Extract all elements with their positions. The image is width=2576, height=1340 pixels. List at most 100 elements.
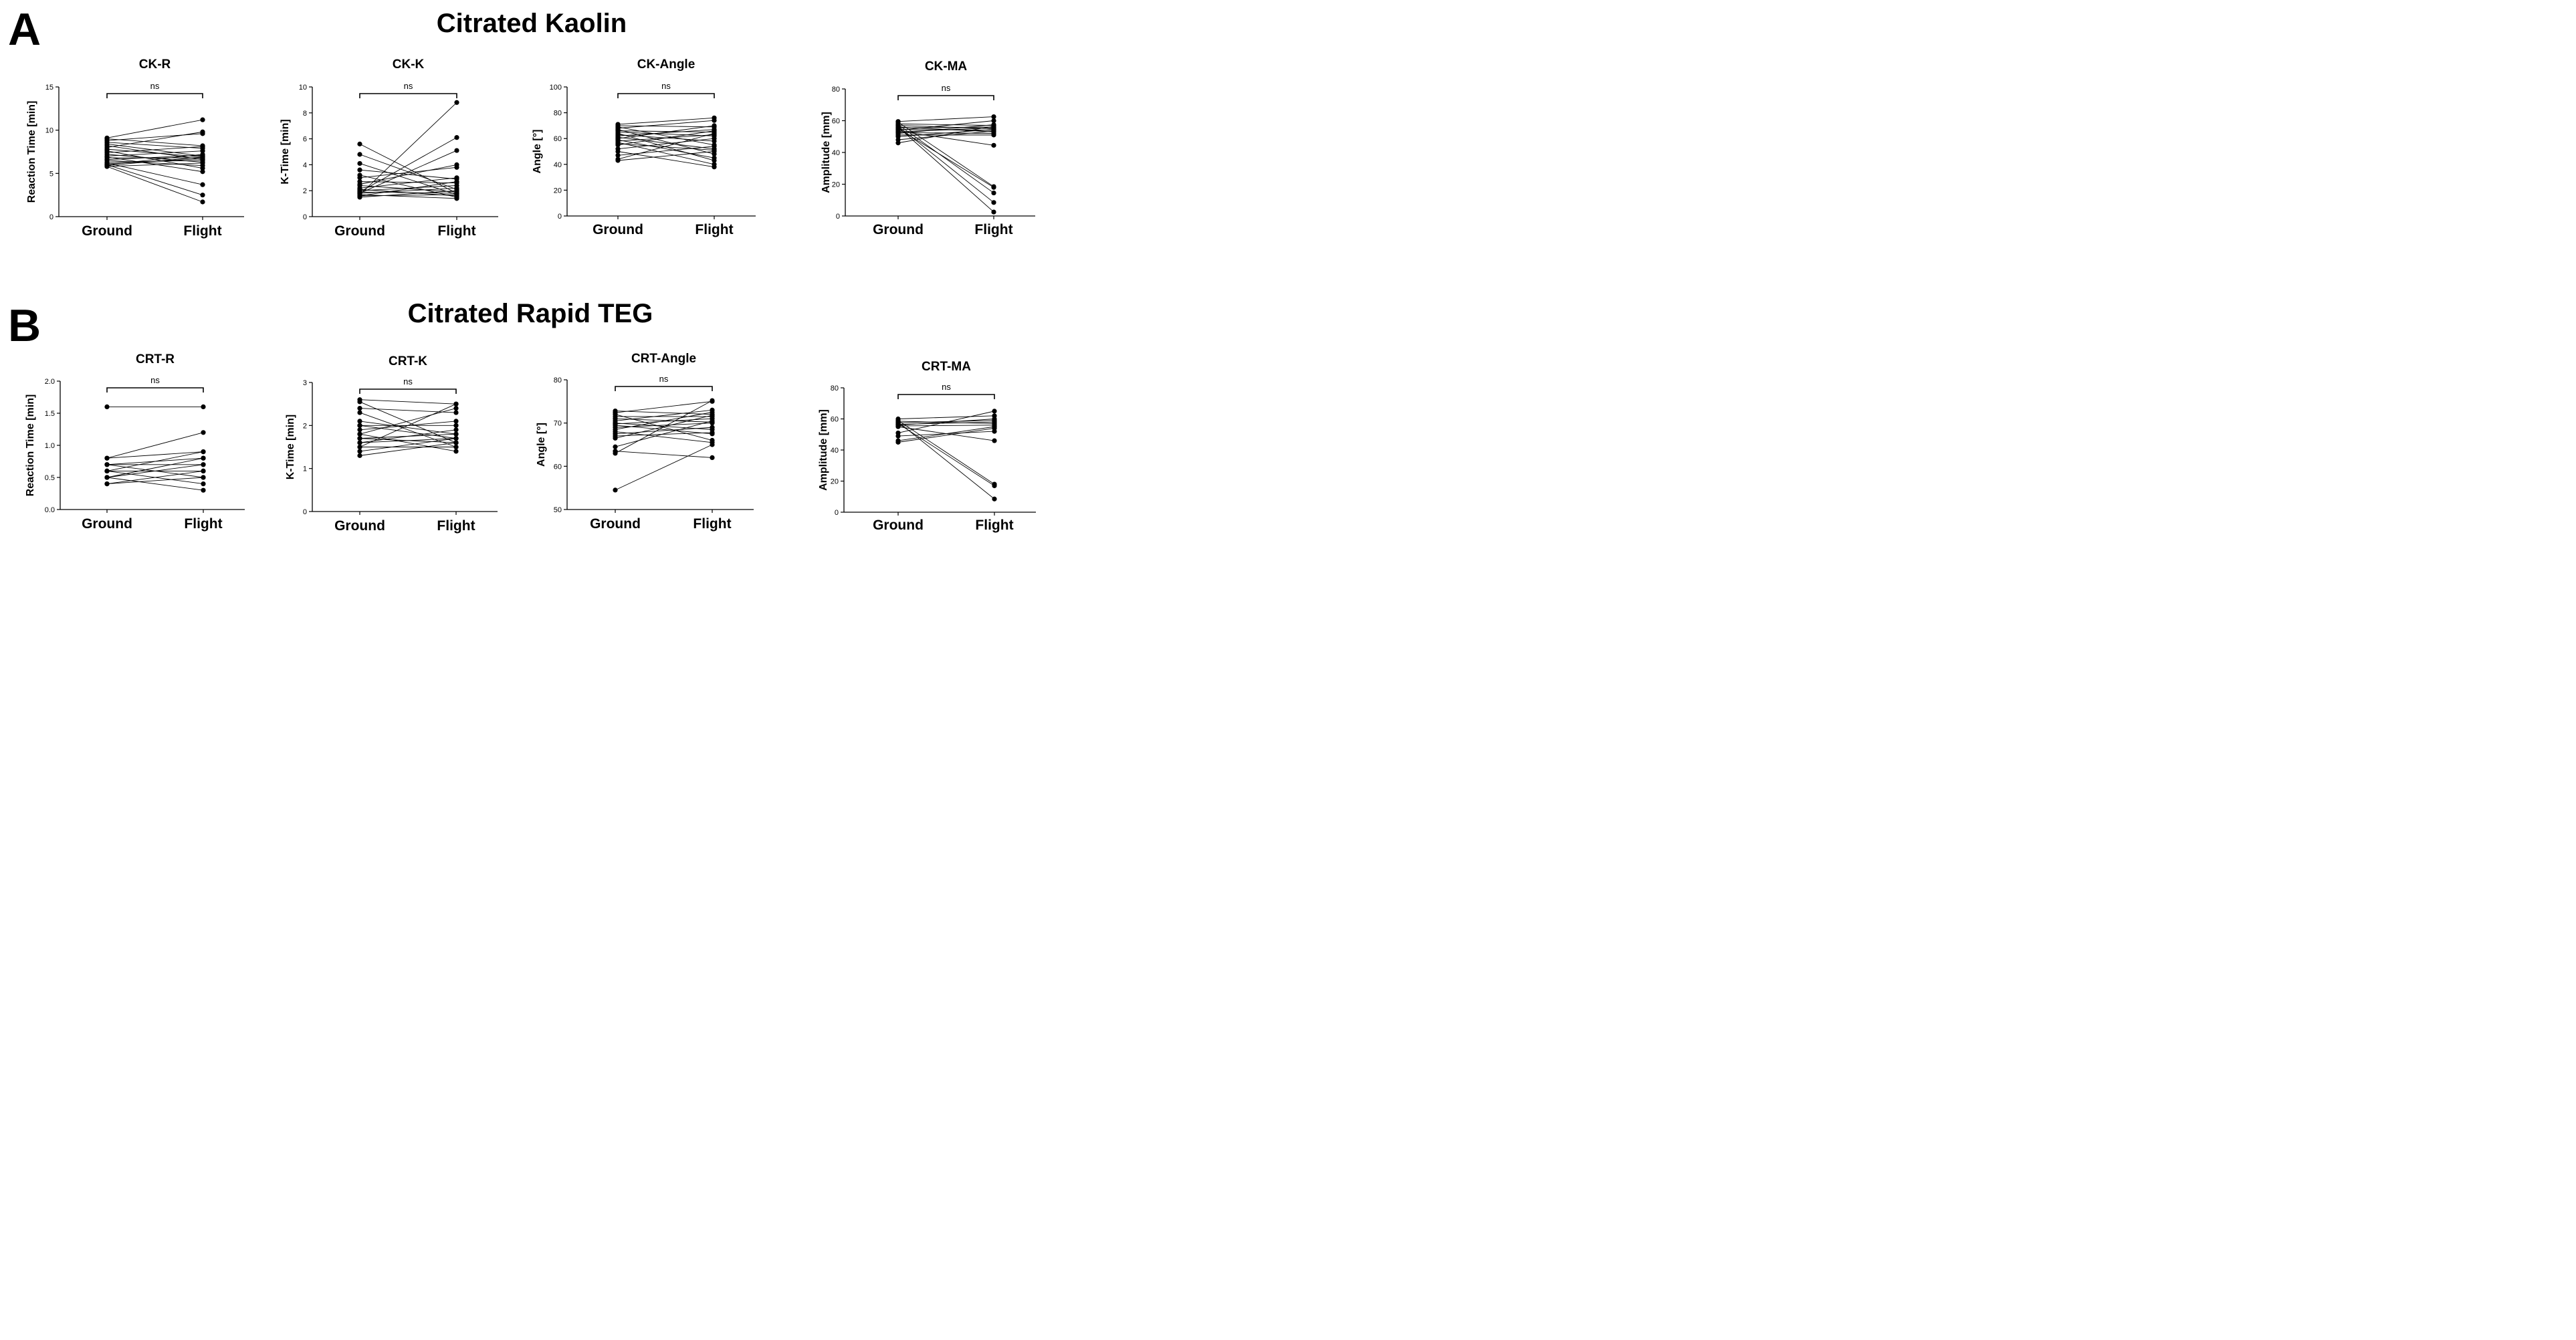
- y-tick-label: 4: [303, 161, 307, 169]
- flight-point: [200, 199, 205, 205]
- y-tick-label: 20: [832, 181, 840, 189]
- paired-line: [106, 477, 204, 485]
- figure: A Citrated Kaolin B Citrated Rapid TEG 0…: [8, 4, 1036, 534]
- ground-point: [895, 439, 901, 445]
- paired-line: [359, 163, 457, 195]
- y-axis-label: Angle [°]: [536, 423, 547, 467]
- paired-line: [617, 143, 715, 151]
- y-axis-label: Angle [°]: [532, 130, 543, 174]
- paired-line: [359, 438, 457, 452]
- flight-point: [712, 123, 717, 128]
- paired-line: [617, 146, 715, 156]
- flight-point: [453, 406, 459, 411]
- paired-line: [106, 477, 204, 491]
- significance-label: ns: [403, 376, 413, 386]
- ground-point: [615, 158, 621, 163]
- y-tick-label: 80: [554, 376, 562, 384]
- significance-bracket: [106, 387, 204, 393]
- y-tick-label: 60: [831, 416, 839, 424]
- paired-line: [359, 194, 457, 199]
- paired-line: [897, 116, 994, 122]
- significance-label: ns: [942, 382, 951, 392]
- flight-point: [454, 100, 459, 105]
- y-tick-label: 60: [554, 463, 562, 471]
- significance-bracket: [615, 386, 713, 391]
- paired-line: [615, 400, 713, 454]
- y-tick-label: 0: [303, 508, 307, 516]
- chart-panel: 0 20 40 60 80 Ground Flight CRT-MA Amplitude [mm…: [818, 360, 1036, 533]
- flight-point: [454, 135, 459, 140]
- paired-line: [359, 190, 457, 198]
- significance-bracket: [359, 388, 457, 394]
- significance-label: ns: [942, 83, 951, 93]
- chart-title: CK-MA: [925, 60, 968, 74]
- y-tick-label: 0: [558, 213, 562, 221]
- chart-panel: 0 20 40 60 80 Ground Flight CK-MA Amplitude [mm]…: [821, 60, 1035, 237]
- paired-line: [359, 137, 457, 193]
- paired-line: [106, 150, 203, 156]
- y-tick-label: 1.5: [45, 410, 55, 418]
- paired-line: [359, 438, 457, 443]
- paired-line: [617, 132, 715, 136]
- paired-line: [897, 420, 995, 485]
- paired-line: [615, 409, 713, 421]
- paired-line: [897, 126, 994, 203]
- panel-b-title: Citrated Rapid TEG: [408, 299, 653, 328]
- paired-line: [359, 442, 457, 456]
- paired-line: [897, 425, 995, 427]
- flight-point: [710, 430, 715, 435]
- x-category-label: Ground: [873, 518, 924, 533]
- flight-point: [991, 132, 996, 138]
- ground-point: [357, 399, 362, 405]
- flight-point: [201, 449, 206, 455]
- panel-b-letter: B: [8, 300, 41, 351]
- ground-point: [104, 481, 110, 487]
- ground-point: [357, 427, 362, 433]
- paired-line: [359, 175, 457, 198]
- y-tick-label: 3: [303, 379, 307, 387]
- paired-line: [615, 444, 713, 491]
- paired-line: [897, 124, 994, 134]
- paired-line: [897, 123, 994, 126]
- paired-line: [897, 120, 994, 131]
- paired-line: [106, 154, 203, 165]
- x-category-label: Ground: [334, 223, 385, 239]
- flight-point: [991, 124, 996, 129]
- flight-point: [200, 169, 205, 175]
- ground-point: [613, 444, 618, 449]
- significance-bracket: [617, 93, 715, 98]
- paired-line: [359, 408, 457, 435]
- x-category-label: Flight: [695, 222, 733, 237]
- flight-point: [712, 130, 717, 136]
- paired-line: [615, 414, 713, 441]
- paired-line: [106, 143, 203, 156]
- ground-point: [357, 449, 362, 454]
- paired-line: [359, 102, 457, 195]
- paired-line: [359, 403, 457, 447]
- paired-line: [897, 411, 995, 433]
- flight-point: [992, 483, 997, 489]
- x-category-label: Ground: [334, 518, 385, 534]
- paired-line: [897, 125, 994, 129]
- flight-point: [991, 118, 996, 124]
- paired-line: [897, 129, 994, 137]
- paired-line: [359, 408, 457, 413]
- y-tick-label: 0: [835, 509, 839, 517]
- flight-point: [991, 114, 996, 120]
- x-category-label: Flight: [437, 223, 475, 239]
- ground-point: [104, 455, 110, 461]
- y-tick-label: 6: [303, 136, 307, 144]
- flight-point: [453, 419, 459, 424]
- flight-point: [454, 188, 459, 193]
- ground-point: [615, 142, 621, 148]
- flight-point: [454, 175, 459, 181]
- paired-line: [897, 126, 994, 144]
- paired-line: [359, 185, 457, 191]
- y-axis-label: Reaction Time [min]: [26, 101, 37, 203]
- flight-point: [454, 192, 459, 197]
- ground-point: [357, 419, 362, 424]
- y-tick-label: 0.0: [45, 506, 55, 514]
- paired-line: [615, 451, 713, 458]
- y-tick-label: 20: [831, 478, 839, 486]
- paired-line: [897, 126, 994, 213]
